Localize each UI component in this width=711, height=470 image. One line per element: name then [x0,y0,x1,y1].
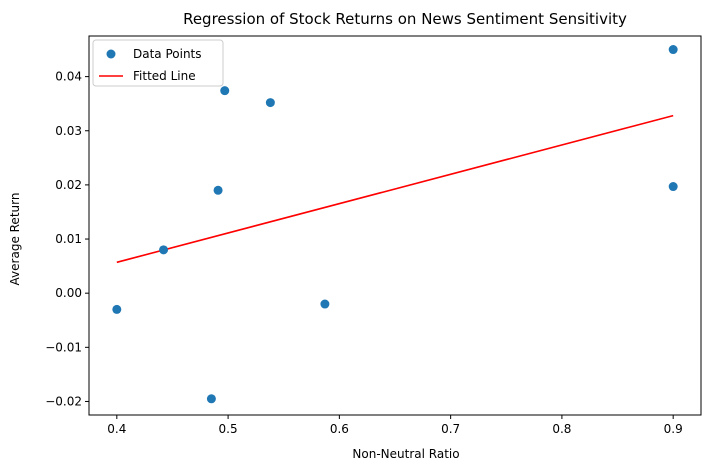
data-point [213,185,223,195]
data-point [668,182,678,192]
legend-label: Data Points [133,47,202,61]
legend-label: Fitted Line [133,69,196,83]
data-point [220,86,230,96]
data-point [668,45,678,55]
legend: Data Points Fitted Line [92,39,224,87]
y-tick-label: −0.01 [45,340,82,354]
axes-frame [88,35,702,416]
plot-area [112,45,678,404]
legend-marker-data-points [106,49,116,59]
fitted-line [116,114,674,264]
chart-title: Regression of Stock Returns on News Sent… [183,10,627,28]
y-axis-label: Average Return [8,193,22,286]
data-point [159,245,169,255]
x-tick-label: 0.5 [219,422,238,436]
data-point [112,304,122,314]
legend-box [92,39,224,87]
x-tick-label: 0.4 [107,422,126,436]
y-tick-label: 0.03 [55,124,82,138]
x-axis-label: Non-Neutral Ratio [352,447,459,461]
data-point [265,98,275,108]
y-tick-label: 0.02 [55,178,82,192]
data-point [320,299,330,309]
y-tick-label: 0.01 [55,232,82,246]
y-tick-label: −0.02 [45,394,82,408]
x-tick-label: 0.8 [552,422,571,436]
y-tick-label: 0.00 [55,286,82,300]
x-tick-label: 0.9 [664,422,683,436]
y-axis: −0.02 −0.01 0.00 0.01 0.02 0.03 0.04 [45,70,89,408]
data-point [206,394,216,404]
y-tick-label: 0.04 [55,70,82,84]
x-axis: 0.4 0.5 0.6 0.7 0.8 0.9 [107,415,683,436]
x-tick-label: 0.6 [330,422,349,436]
x-tick-label: 0.7 [441,422,460,436]
